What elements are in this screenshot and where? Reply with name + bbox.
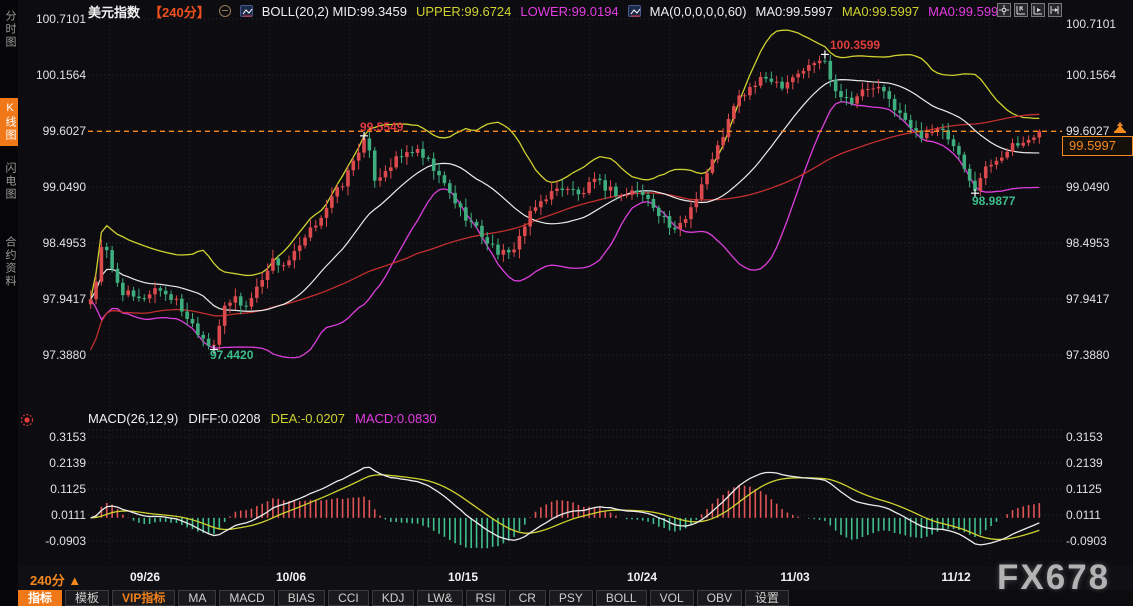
- ma3-readout: MA0:99.5997: [928, 3, 1006, 19]
- kdj-button[interactable]: KDJ: [371, 590, 415, 606]
- axis-tick-label: -0.0903: [45, 534, 86, 548]
- indicator-marker-icon[interactable]: [20, 413, 34, 432]
- current-price-badge: 99.5997: [1062, 136, 1133, 156]
- fx678-watermark: FX678: [997, 558, 1111, 597]
- lwr-button[interactable]: LW&: [417, 590, 463, 606]
- axis-tick-label: 100.7101: [1066, 17, 1117, 31]
- axis-tick-label: 99.6027: [1066, 124, 1110, 138]
- period-selector[interactable]: 240分 ▲: [30, 573, 82, 588]
- date-tick-label: 11/12: [941, 570, 971, 584]
- extreme-price-annotation: 97.4420: [210, 348, 254, 362]
- crosshair-icon[interactable]: [997, 3, 1011, 17]
- extreme-price-annotation: 100.3599: [830, 38, 881, 52]
- ma-button[interactable]: MA: [178, 590, 217, 606]
- macd-params-readout: MACD(26,12,9): [88, 411, 179, 426]
- axis-tick-label: 0.0111: [1066, 508, 1101, 522]
- ma1-readout: MA0:99.5997: [755, 3, 833, 19]
- extreme-price-annotation: 99.5549: [360, 120, 404, 134]
- period-readout: 【240分】: [149, 4, 210, 20]
- tab-contract-info[interactable]: 合约资料: [4, 236, 16, 288]
- axis-tick-label: 100.7101: [35, 12, 86, 26]
- settings-button[interactable]: 设置: [744, 590, 789, 606]
- cci-button[interactable]: CCI: [328, 590, 369, 606]
- axis-tick-label: 0.3153: [1066, 430, 1103, 444]
- macd-readout-bar: MACD(26,12,9) DIFF:0.0208 DEA:-0.0207 MA…: [88, 411, 437, 426]
- axis-tick-label: 97.9417: [42, 292, 86, 306]
- pane-move-right-icon[interactable]: [1048, 3, 1062, 17]
- axis-tick-label: 98.4953: [42, 236, 86, 250]
- time-axis: 240分 ▲ 09/26 10/06 10/15 10/24 11/03 11/12: [18, 566, 1133, 590]
- pane-scale-right-icon[interactable]: [1031, 3, 1045, 17]
- axis-tick-label: 0.0111: [51, 508, 86, 522]
- axis-tick-label: 0.3153: [49, 430, 86, 444]
- date-tick-label: 10/06: [275, 570, 307, 584]
- ma2-readout: MA0:99.5997: [841, 3, 920, 19]
- axis-tick-label: -0.0903: [1066, 534, 1107, 548]
- bias-button[interactable]: BIAS: [277, 590, 326, 606]
- axis-tick-label: 99.0490: [42, 180, 86, 194]
- axis-tick-label: 0.2139: [49, 456, 86, 470]
- indicator-readout-bar: 美元指数 【240分】 BOLL(20,2) MID:99.3459 UPPER…: [88, 3, 1006, 20]
- axis-tick-label: 99.6027: [42, 124, 86, 138]
- boll-indicator-icon[interactable]: [239, 5, 253, 17]
- boll-button[interactable]: BOLL: [595, 590, 647, 606]
- macd-diff-readout: DIFF:0.0208: [188, 411, 261, 426]
- tab-flash-chart[interactable]: 闪电图: [4, 162, 16, 201]
- axis-tick-label: 100.1564: [35, 68, 86, 82]
- macd-dea-readout: DEA:-0.0207: [270, 411, 346, 426]
- obv-button[interactable]: OBV: [696, 590, 742, 606]
- psy-button[interactable]: PSY: [548, 590, 593, 606]
- window-controls: [997, 3, 1062, 17]
- boll-upper-readout: UPPER:99.6724: [415, 3, 512, 19]
- price-alert-icon[interactable]: [1112, 121, 1128, 139]
- axis-tick-label: 100.1564: [1066, 68, 1117, 82]
- boll-lower-readout: LOWER:99.0194: [520, 3, 619, 19]
- macd-button[interactable]: MACD: [219, 590, 275, 606]
- axis-tick-label: 97.3880: [1066, 348, 1110, 362]
- pane-scale-left-icon[interactable]: [1014, 3, 1028, 17]
- axis-tick-label: 97.3880: [42, 348, 86, 362]
- axis-tick-label: 97.9417: [1066, 292, 1110, 306]
- template-button[interactable]: 模板: [65, 590, 110, 606]
- date-tick-label: 10/15: [447, 570, 479, 584]
- sidebar: 分时图 K线图闪电图合约资料: [0, 0, 18, 606]
- date-tick-label: 10/24: [626, 570, 658, 584]
- symbol-title: 美元指数: [88, 4, 141, 20]
- ma-params-readout: MA(0,0,0,0,0,60): [649, 3, 747, 19]
- rsi-button[interactable]: RSI: [465, 590, 506, 606]
- extreme-price-annotation: 98.9877: [972, 194, 1016, 208]
- axis-tick-label: 98.4953: [1066, 236, 1110, 250]
- circle-minus-icon[interactable]: [218, 5, 231, 17]
- boll-mid-readout: BOLL(20,2) MID:99.3459: [261, 3, 407, 19]
- axis-tick-label: 0.2139: [1066, 456, 1103, 470]
- macd-macd-readout: MACD:0.0830: [355, 411, 437, 426]
- axis-tick-label: 99.0490: [1066, 180, 1110, 194]
- vol-button[interactable]: VOL: [649, 590, 694, 606]
- indicator-toolbar: 指标 模板 VIP指标 MA MACD BIAS CCI KDJ LW& RSI CR PSY BOLL…: [18, 590, 1133, 606]
- tab-kline-chart[interactable]: K线图: [0, 98, 18, 146]
- cr-button[interactable]: CR: [508, 590, 546, 606]
- date-tick-label: 09/26: [129, 570, 161, 584]
- date-tick-label: 11/03: [780, 570, 810, 584]
- ma-indicator-icon[interactable]: [627, 5, 641, 17]
- tab-time-chart[interactable]: 分时图: [4, 10, 16, 49]
- axis-tick-label: 0.1125: [50, 482, 86, 496]
- vip-indicator-button[interactable]: VIP指标: [112, 590, 176, 606]
- axis-tick-label: 0.1125: [1066, 482, 1102, 496]
- indicator-button[interactable]: 指标: [18, 590, 63, 606]
